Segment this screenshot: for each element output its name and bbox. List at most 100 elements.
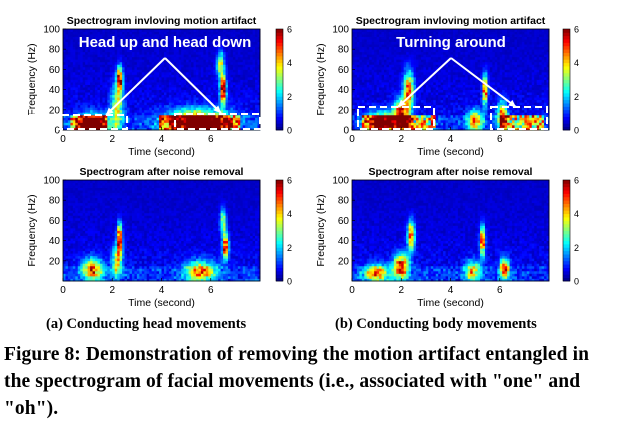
heatmap-cell — [205, 41, 209, 45]
heatmap-cell — [134, 127, 138, 131]
heatmap-cell — [200, 107, 204, 111]
heatmap-cell — [354, 82, 358, 85]
heatmap-cell — [418, 117, 422, 121]
heatmap-cell — [92, 49, 96, 53]
heatmap-cell — [227, 39, 231, 43]
heatmap-cell — [384, 46, 387, 50]
heatmap-cell — [455, 89, 459, 93]
heatmap-cell — [65, 124, 69, 128]
heatmap-cell — [109, 97, 113, 101]
heatmap-cell — [361, 109, 365, 113]
heatmap-cell — [418, 79, 422, 83]
heatmap-cell — [65, 44, 69, 48]
heatmap-cell — [359, 51, 363, 55]
heatmap-cell — [215, 29, 219, 32]
heatmap-cell — [391, 34, 395, 37]
heatmap-cell — [144, 124, 148, 128]
heatmap-cell — [420, 102, 424, 106]
heatmap-cell — [210, 54, 214, 58]
heatmap-cell — [77, 64, 81, 68]
heatmap-cell — [364, 36, 368, 40]
heatmap-cell — [141, 102, 145, 106]
heatmap-cell — [176, 94, 180, 98]
heatmap-cell — [87, 51, 91, 55]
heatmap-cell — [178, 49, 182, 53]
heatmap-cell — [151, 64, 155, 68]
heatmap-cell — [186, 66, 189, 70]
heatmap-cell — [237, 89, 241, 93]
heatmap-cell — [151, 94, 155, 98]
heatmap-cell — [208, 51, 212, 55]
heatmap-cell — [144, 79, 148, 83]
heatmap-cell — [411, 112, 414, 116]
heatmap-cell — [374, 124, 378, 128]
heatmap-cell — [384, 36, 387, 40]
heatmap-cell — [416, 79, 419, 83]
heatmap-cell — [223, 44, 226, 48]
heatmap-cell — [208, 114, 212, 118]
heatmap-cell — [85, 76, 89, 80]
heatmap-cell — [97, 82, 101, 85]
heatmap-cell — [354, 84, 358, 88]
heatmap-cell — [396, 94, 400, 98]
heatmap-cell — [99, 29, 103, 32]
heatmap-cell — [80, 79, 84, 83]
heatmap-cell — [122, 124, 125, 128]
heatmap-cell — [200, 64, 204, 68]
heatmap-cell — [92, 29, 96, 32]
heatmap-cell — [82, 64, 86, 68]
heatmap-cell — [136, 84, 140, 88]
heatmap-cell — [191, 51, 194, 55]
heatmap-cell — [127, 36, 130, 40]
heatmap-cell — [356, 102, 360, 106]
heatmap-cell — [90, 29, 93, 32]
heatmap-cell — [245, 107, 249, 111]
heatmap-cell — [193, 36, 197, 40]
heatmap-cell — [223, 102, 226, 106]
heatmap-cell — [237, 56, 241, 60]
heatmap-cell — [97, 97, 101, 101]
heatmap-cell — [176, 89, 180, 93]
heatmap-cell — [242, 66, 246, 70]
heatmap-cell — [198, 36, 202, 40]
heatmap-cell — [428, 74, 432, 78]
heatmap-cell — [418, 29, 422, 32]
heatmap-cell — [352, 89, 355, 93]
heatmap-cell — [408, 44, 412, 48]
heatmap-cell — [408, 97, 412, 101]
heatmap-cell — [176, 41, 180, 45]
heatmap-cell — [247, 59, 251, 63]
heatmap-cell — [80, 97, 84, 101]
heatmap-cell — [210, 41, 214, 45]
heatmap-cell — [67, 109, 71, 113]
heatmap-cell — [361, 94, 365, 98]
heatmap-cell — [257, 49, 261, 53]
heatmap-cell — [247, 124, 251, 128]
heatmap-cell — [141, 69, 145, 73]
heatmap-cell — [168, 59, 172, 63]
heatmap-cell — [354, 122, 358, 126]
heatmap-cell — [425, 44, 429, 48]
heatmap-cell — [413, 51, 417, 55]
heatmap-cell — [430, 122, 434, 126]
heatmap-cell — [188, 79, 192, 83]
heatmap-cell — [420, 97, 424, 101]
heatmap-cell — [391, 94, 395, 98]
colorbar-swatch — [276, 92, 283, 97]
heatmap-cell — [440, 92, 444, 96]
heatmap-cell — [134, 89, 138, 93]
heatmap-cell — [408, 122, 412, 126]
heatmap-cell — [237, 49, 241, 53]
heatmap-cell — [255, 31, 258, 35]
heatmap-cell — [80, 59, 84, 63]
heatmap-cell — [149, 94, 153, 98]
heatmap-cell — [403, 31, 407, 35]
heatmap-cell — [406, 87, 410, 90]
heatmap-cell — [435, 44, 439, 48]
heatmap-cell — [218, 84, 221, 88]
heatmap-cell — [200, 104, 204, 108]
heatmap-cell — [87, 82, 91, 85]
heatmap-cell — [423, 44, 427, 48]
heatmap-cell — [413, 31, 417, 35]
heatmap-cell — [183, 59, 187, 63]
